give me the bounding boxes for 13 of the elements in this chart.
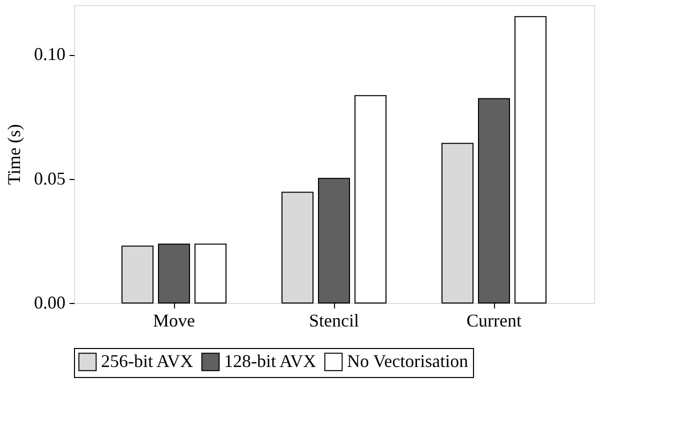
y-axis-title: Time (s) (4, 124, 24, 185)
y-tick-label: 0.10 (34, 44, 66, 64)
legend-label: 128-bit AVX (224, 350, 316, 371)
x-tick-label: Stencil (309, 310, 359, 330)
legend-label: 256-bit AVX (101, 350, 194, 371)
y-tick-label: 0.05 (34, 168, 66, 188)
bar (514, 16, 546, 304)
x-tick-label: Move (153, 310, 196, 330)
legend-label: No Vectorisation (347, 350, 468, 371)
y-tick-label: 0.00 (34, 292, 66, 312)
bar (354, 95, 386, 304)
bar (194, 244, 226, 304)
x-tick-label: Current (466, 310, 522, 330)
